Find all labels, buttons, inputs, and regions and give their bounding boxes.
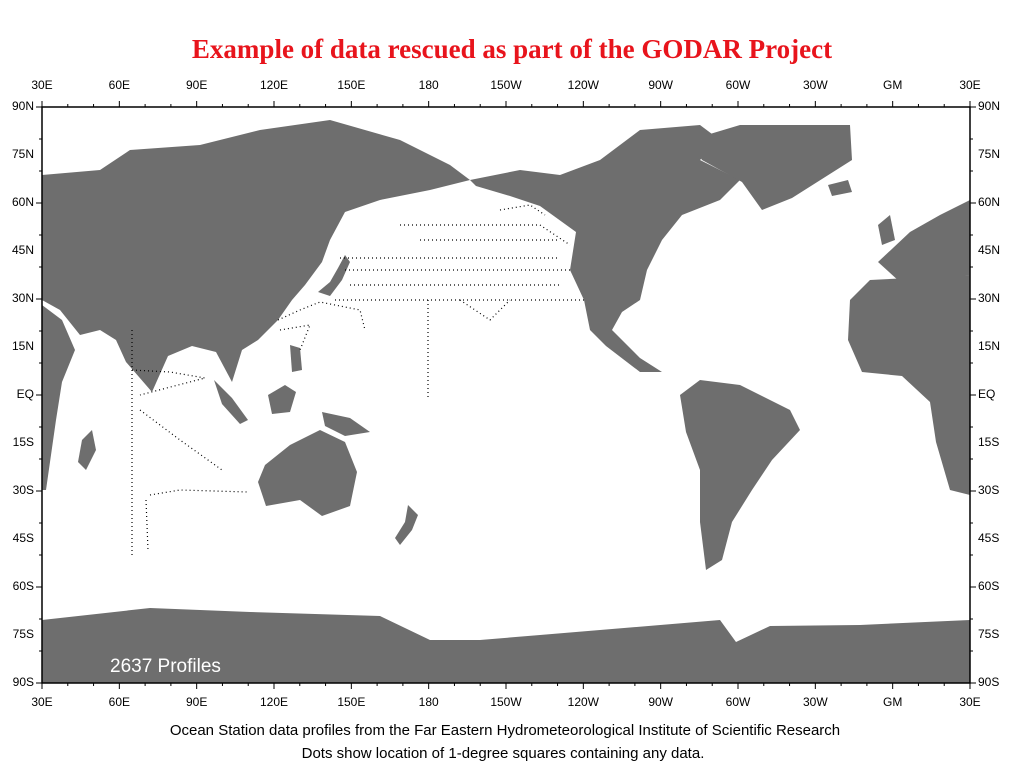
lon-label: 150W bbox=[490, 695, 522, 709]
dot-track bbox=[277, 301, 366, 331]
title: Example of data rescued as part of the G… bbox=[192, 34, 832, 64]
lat-label: 60S bbox=[978, 579, 999, 593]
lat-label: 30N bbox=[12, 291, 34, 305]
lon-label: 120E bbox=[260, 695, 288, 709]
lat-label: 30N bbox=[978, 291, 1000, 305]
lon-label: 30E bbox=[959, 78, 980, 92]
lat-label: 45N bbox=[978, 243, 1000, 257]
caption-line: Dots show location of 1-degree squares c… bbox=[302, 745, 705, 762]
iceland bbox=[828, 180, 852, 196]
profile-count: 2637 Profiles bbox=[110, 656, 221, 677]
dot-track bbox=[459, 299, 511, 321]
lat-label: 30S bbox=[13, 483, 34, 497]
lon-label: 30W bbox=[803, 695, 828, 709]
lat-label: 60N bbox=[978, 195, 1000, 209]
lon-label: 30E bbox=[959, 695, 980, 709]
madagascar bbox=[78, 430, 96, 470]
lon-label: 30E bbox=[31, 78, 52, 92]
lon-label: 120W bbox=[568, 78, 600, 92]
lat-label: 15N bbox=[12, 339, 34, 353]
lon-label: 150E bbox=[337, 78, 365, 92]
africa-west bbox=[848, 275, 970, 495]
dot-track bbox=[279, 324, 311, 351]
lon-label: 60E bbox=[109, 78, 130, 92]
lat-label: EQ bbox=[17, 387, 34, 401]
lat-label: 60N bbox=[12, 195, 34, 209]
lon-label: 120E bbox=[260, 78, 288, 92]
australia bbox=[258, 430, 357, 516]
lat-label: 45S bbox=[13, 531, 34, 545]
dot-track bbox=[139, 409, 223, 471]
lon-label: 60W bbox=[726, 695, 751, 709]
sumatra bbox=[214, 380, 248, 424]
borneo bbox=[268, 385, 296, 414]
lon-label: 60W bbox=[726, 78, 751, 92]
station-dots bbox=[131, 204, 585, 555]
lon-label: 30E bbox=[31, 695, 52, 709]
lat-label: EQ bbox=[978, 387, 995, 401]
dot-track bbox=[400, 224, 571, 246]
lat-label: 60S bbox=[13, 579, 34, 593]
lon-label: 150E bbox=[337, 695, 365, 709]
caption-line: Ocean Station data profiles from the Far… bbox=[170, 722, 840, 739]
lat-label: 75N bbox=[978, 147, 1000, 161]
lat-label: 90S bbox=[13, 675, 34, 689]
lat-label: 75N bbox=[12, 147, 34, 161]
new-zealand bbox=[395, 505, 418, 545]
lon-label: 90E bbox=[186, 78, 207, 92]
antarctica bbox=[42, 608, 970, 683]
lat-label: 90N bbox=[12, 99, 34, 113]
lat-label: 30S bbox=[978, 483, 999, 497]
dot-track bbox=[145, 499, 149, 551]
lat-label: 15N bbox=[978, 339, 1000, 353]
africa-east bbox=[42, 305, 75, 490]
lat-label: 90S bbox=[978, 675, 999, 689]
lon-label: 90W bbox=[648, 78, 673, 92]
lon-label: 30W bbox=[803, 78, 828, 92]
lon-label: 60E bbox=[109, 695, 130, 709]
lat-label: 45S bbox=[978, 531, 999, 545]
lat-label: 75S bbox=[978, 627, 999, 641]
lat-label: 90N bbox=[978, 99, 1000, 113]
lat-label: 75S bbox=[13, 627, 34, 641]
greenland bbox=[690, 125, 852, 210]
lat-label: 45N bbox=[12, 243, 34, 257]
lat-label: 15S bbox=[978, 435, 999, 449]
south-america bbox=[680, 380, 800, 570]
eurasia bbox=[42, 120, 470, 392]
philippines bbox=[290, 345, 302, 372]
japan bbox=[318, 255, 350, 296]
lat-label: 15S bbox=[13, 435, 34, 449]
map-area: 2637 Profiles bbox=[42, 107, 970, 683]
lon-label: 180 bbox=[419, 78, 439, 92]
new-guinea bbox=[322, 412, 370, 436]
lon-label: GM bbox=[883, 78, 902, 92]
britain bbox=[878, 215, 895, 245]
north-america bbox=[470, 125, 740, 372]
lon-label: 90W bbox=[648, 695, 673, 709]
europe bbox=[878, 200, 970, 282]
lon-label: GM bbox=[883, 695, 902, 709]
axes: 30E 30E 60E 60E 90E 90E 120E 120E 150E 150E 180 180… bbox=[12, 78, 1000, 709]
lon-label: 120W bbox=[568, 695, 600, 709]
lon-label: 90E bbox=[186, 695, 207, 709]
lon-label: 150W bbox=[490, 78, 522, 92]
lon-label: 180 bbox=[419, 695, 439, 709]
